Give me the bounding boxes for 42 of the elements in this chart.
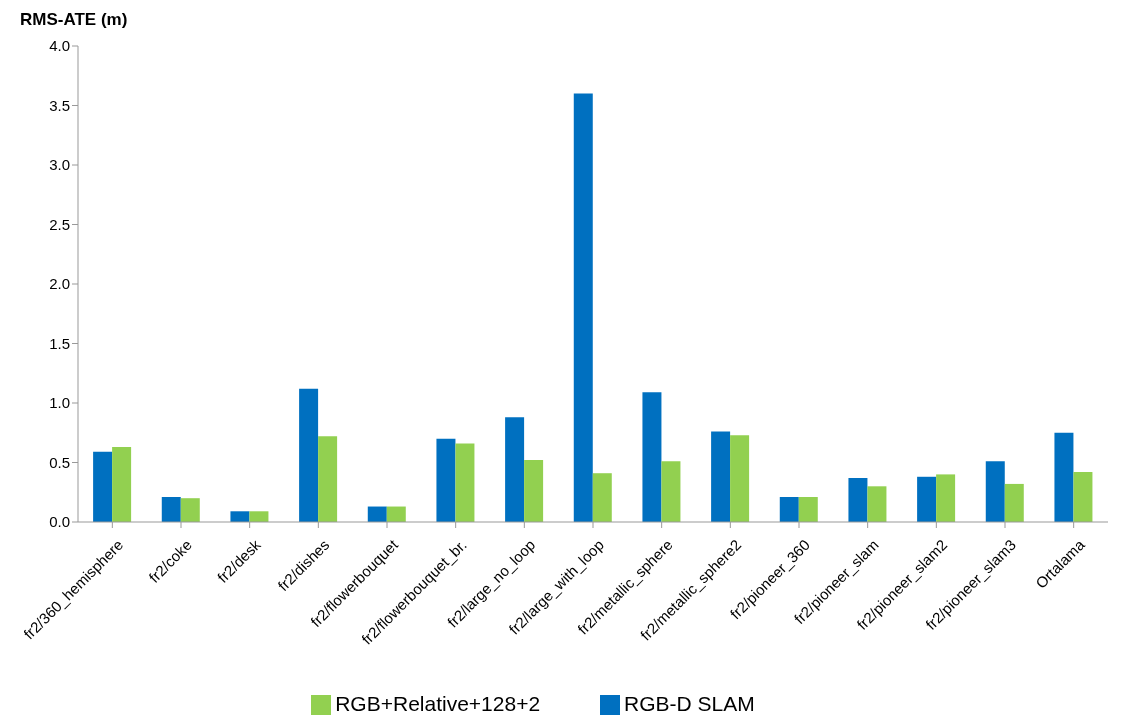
- y-tick-label: 3.5: [49, 96, 70, 114]
- bar: [985, 461, 1005, 522]
- y-tick-label: 3.0: [49, 156, 70, 174]
- y-tick-label: 0.0: [49, 513, 70, 531]
- bar: [318, 436, 338, 522]
- bar: [642, 392, 662, 522]
- bar: [936, 474, 956, 522]
- bar: [367, 506, 387, 522]
- bar: [798, 497, 818, 522]
- bar: [230, 511, 250, 522]
- y-tick-label: 1.0: [49, 394, 70, 412]
- bar: [1073, 472, 1093, 522]
- bar: [917, 476, 937, 522]
- legend-label: RGB+Relative+128+2: [335, 692, 541, 715]
- bar: [299, 388, 319, 522]
- bar: [779, 497, 799, 522]
- bar: [524, 460, 544, 522]
- bar: [161, 497, 181, 522]
- bar: [661, 461, 681, 522]
- bar: [711, 431, 731, 522]
- bar: [1054, 432, 1074, 522]
- bar: [436, 438, 456, 522]
- bar: [592, 473, 612, 522]
- bar: [249, 511, 269, 522]
- bar: [93, 451, 113, 522]
- y-axis-title: RMS-ATE (m): [20, 10, 128, 30]
- bar: [386, 506, 406, 522]
- bar: [1004, 483, 1024, 522]
- y-tick-label: 1.5: [49, 334, 70, 352]
- bar: [112, 447, 132, 522]
- y-tick-label: 4.0: [49, 37, 70, 55]
- bar: [730, 435, 750, 522]
- y-tick-label: 0.5: [49, 453, 70, 471]
- legend-label: RGB-D SLAM: [624, 692, 755, 715]
- bar: [848, 477, 868, 522]
- y-tick-label: 2.0: [49, 275, 70, 293]
- y-tick-label: 2.5: [49, 215, 70, 233]
- bar: [180, 498, 200, 522]
- bar: [505, 417, 525, 522]
- bar: [867, 486, 887, 522]
- bar: [455, 443, 475, 522]
- bar: [573, 93, 593, 522]
